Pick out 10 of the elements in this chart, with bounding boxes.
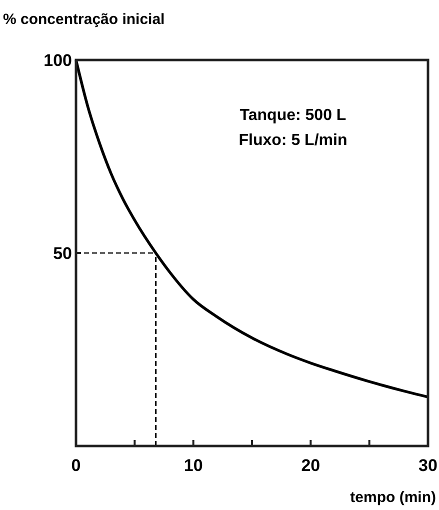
x-tick-label: 10	[184, 456, 203, 475]
y-axis-title: % concentração inicial	[3, 11, 165, 28]
y-tick-label: 50	[53, 244, 72, 263]
x-tick-label: 0	[71, 456, 81, 475]
y-tick-label: 100	[44, 51, 72, 70]
annotation: Fluxo: 5 L/min	[238, 132, 348, 149]
x-tick-label: 20	[301, 456, 320, 475]
x-axis-title: tempo (min)	[350, 489, 436, 506]
x-tick-label: 30	[418, 456, 438, 475]
annotation: Tanque: 500 L	[240, 107, 346, 124]
